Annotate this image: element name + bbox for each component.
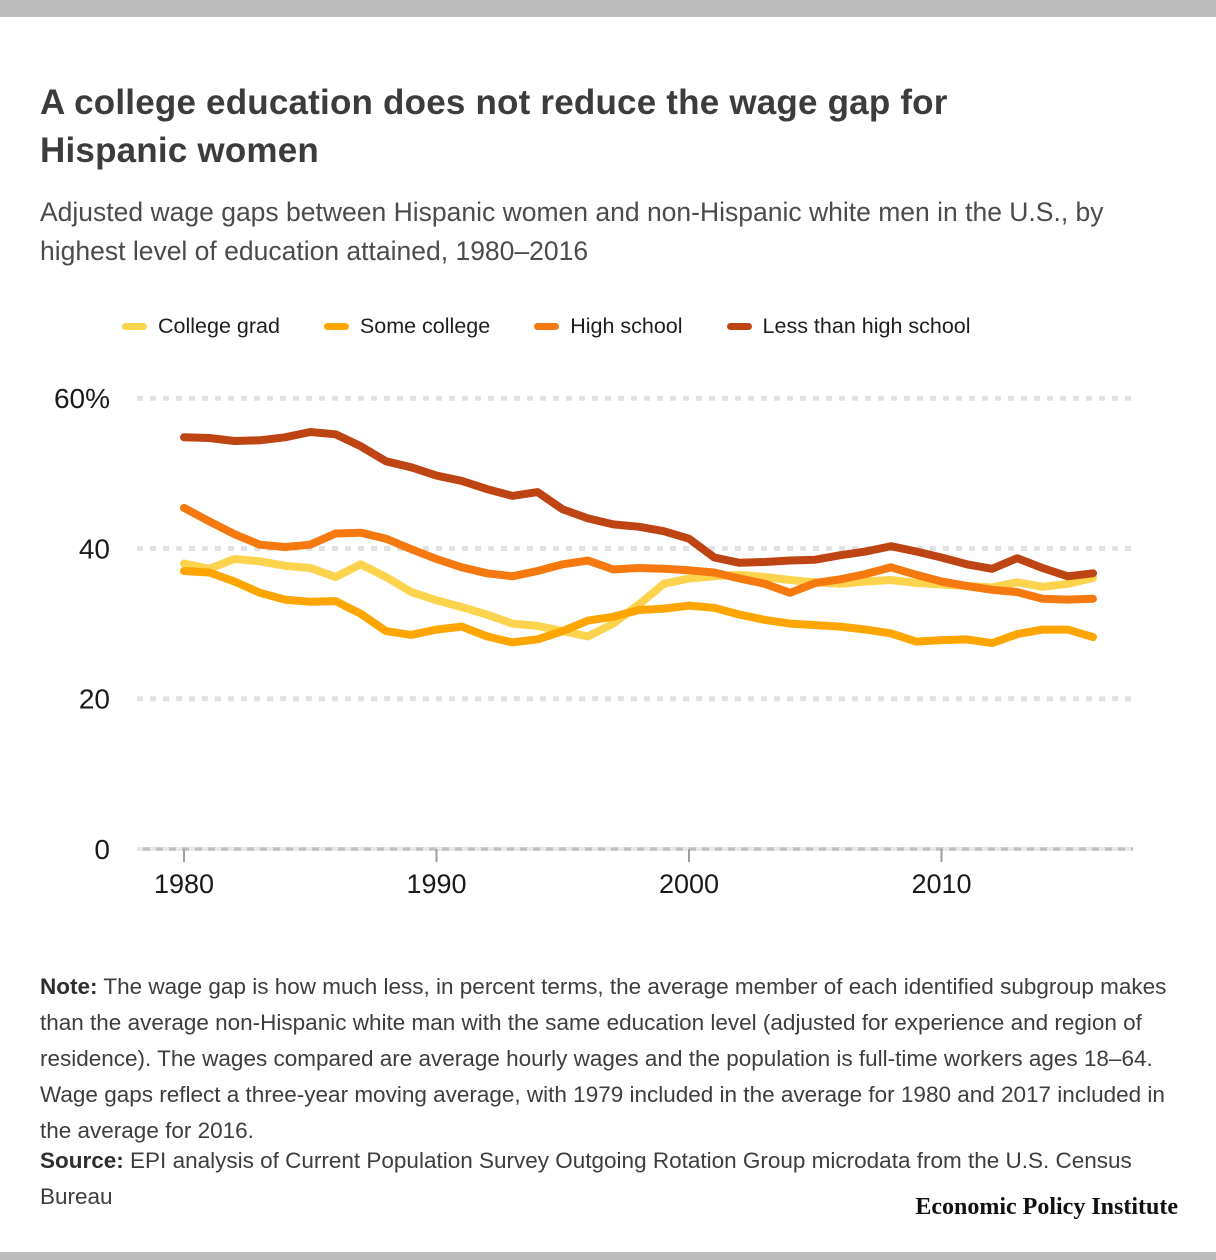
chart-title: A college education does not reduce the …	[40, 83, 948, 171]
y-axis-tick-label: 0	[94, 834, 110, 865]
chart-subtitle: Adjusted wage gaps between Hispanic wome…	[40, 196, 1104, 266]
top-divider-bar	[0, 0, 1216, 17]
series-line-high-school	[180, 503, 1097, 604]
legend-item: College grad	[122, 314, 280, 339]
epi-logo: Economic Policy Institute	[915, 1194, 1178, 1220]
legend-item: Some college	[323, 314, 491, 339]
y-axis-tick-label: 40	[79, 533, 110, 564]
x-axis-tick-label: 1980	[154, 869, 214, 899]
legend-label: Some college	[359, 314, 491, 338]
y-axis-tick-label: 60%	[54, 383, 110, 414]
x-axis-tick-label: 2000	[659, 869, 719, 899]
y-axis-tick-label: 20	[79, 684, 110, 715]
legend-swatch	[726, 323, 752, 330]
chart-legend: College grad Some college High school Less …	[122, 314, 1142, 339]
legend-label: College grad	[158, 314, 280, 338]
legend-swatch	[122, 323, 147, 330]
source-text: Source: EPI analysis of Current Populati…	[40, 1147, 1132, 1209]
legend-item: Less than high school	[726, 314, 971, 339]
source-label: Source:	[40, 1147, 124, 1173]
bottom-divider-bar	[0, 1252, 1216, 1260]
note-text: Note: The wage gap is how much less, in …	[40, 973, 1167, 1143]
series-line-less-than-high-school	[180, 428, 1097, 581]
x-axis-tick-label: 1990	[406, 869, 466, 899]
legend-label: High school	[570, 314, 683, 338]
legend-swatch	[323, 323, 349, 330]
note-label: Note:	[40, 973, 98, 999]
legend-label: Less than high school	[762, 314, 971, 338]
legend-item: High school	[534, 314, 683, 339]
wage-gap-line-chart: 60% 40 20 0 1980 1990 2000 2010	[54, 383, 1133, 899]
legend-swatch	[534, 323, 560, 330]
series-line-some-college	[180, 567, 1097, 648]
x-axis-tick-label: 2010	[911, 869, 971, 899]
chart-area: 60% 40 20 0 1980 1990 2000 2010	[0, 370, 1216, 915]
